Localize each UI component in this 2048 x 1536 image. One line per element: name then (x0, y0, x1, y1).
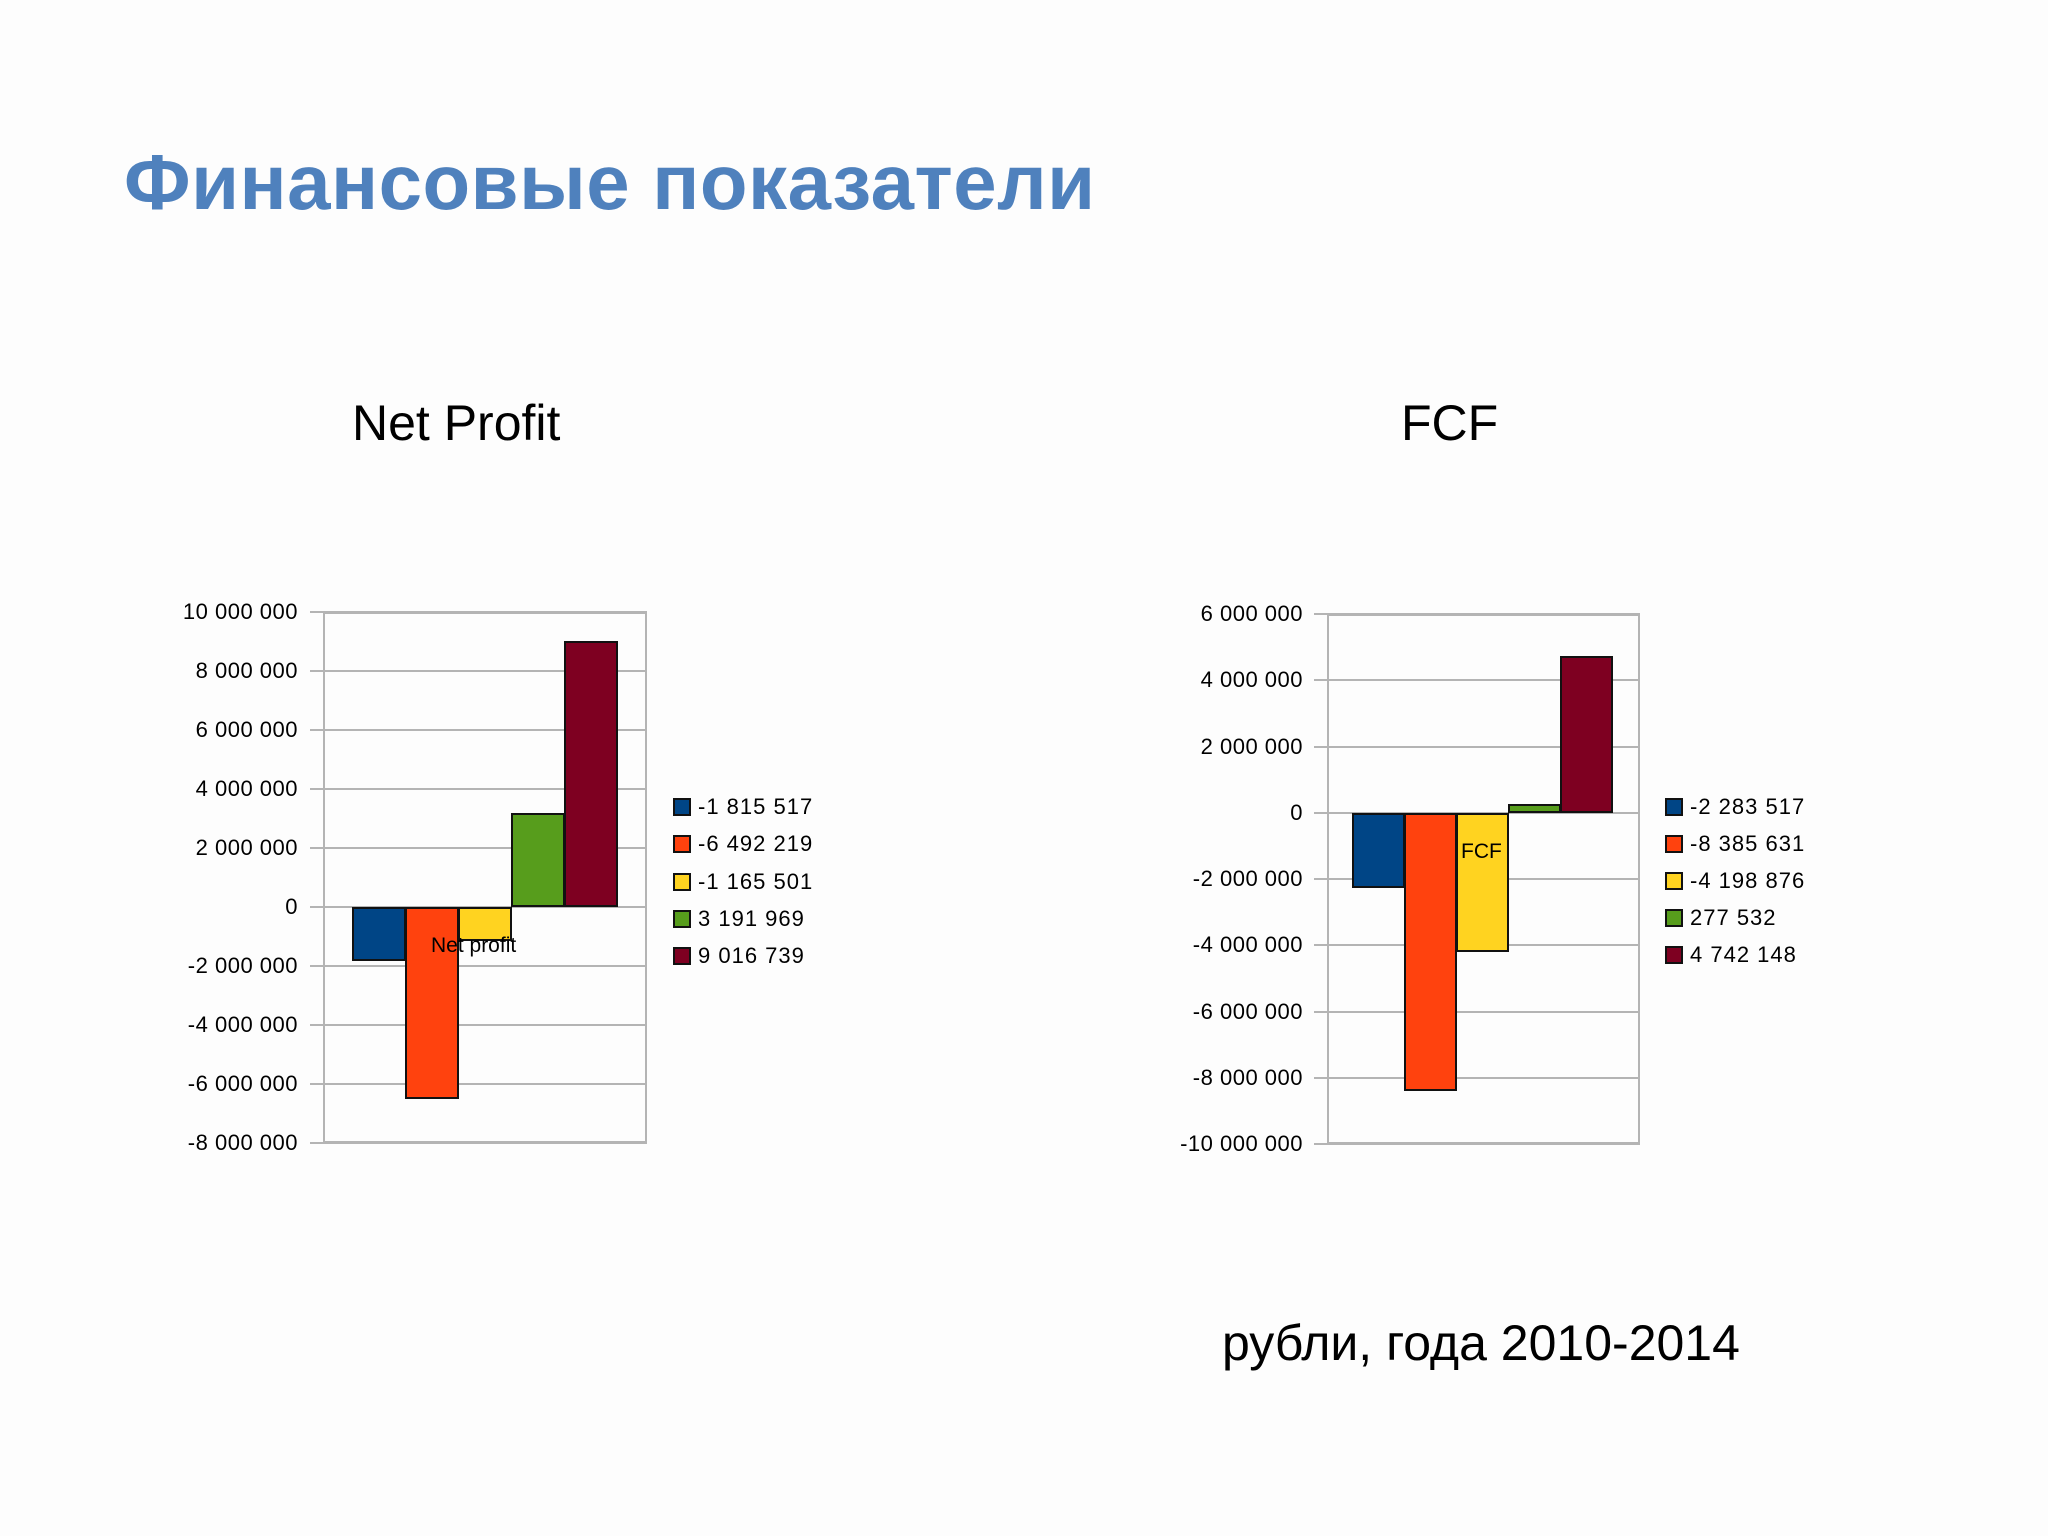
y-tick-label: 2 000 000 (195, 835, 298, 860)
gridline (1314, 745, 1640, 748)
gridline (310, 611, 647, 613)
category-label: Net profit (431, 934, 517, 957)
y-tick-label: -6 000 000 (1192, 998, 1303, 1024)
units-subtitle: рубли, года 2010-2014 (1222, 1315, 1740, 1371)
gridline (310, 1083, 647, 1085)
gridline (310, 847, 647, 849)
legend-item: -6 492 219 (673, 831, 814, 857)
legend-item: 3 191 969 (673, 905, 805, 931)
slide-title: Финансовые показатели (124, 138, 1096, 226)
legend-label: 3 191 969 (698, 905, 805, 931)
legend-swatch (673, 835, 691, 854)
gridline (1314, 613, 1640, 615)
bar-series-2 (1404, 812, 1457, 1091)
legend-swatch (1665, 946, 1683, 964)
bar-series-3 (458, 907, 512, 942)
y-tick-label: -8 000 000 (187, 1130, 298, 1155)
legend-label: -8 385 631 (1690, 831, 1806, 856)
y-tick-label: -2 000 000 (1192, 866, 1303, 891)
legend-item: 4 742 148 (1665, 942, 1797, 967)
legend-swatch (1665, 798, 1683, 816)
y-tick-label: -2 000 000 (187, 953, 298, 978)
y-tick-label: -4 000 000 (187, 1012, 298, 1037)
legend-label: -1 815 517 (698, 794, 814, 819)
bar-series-5 (564, 641, 618, 907)
bar-series-1 (352, 907, 406, 961)
y-tick-label: 6 000 000 (1200, 601, 1303, 626)
bar-series-3 (1456, 812, 1509, 952)
bar-series-2 (405, 907, 459, 1099)
legend-swatch (673, 872, 691, 891)
legend-swatch (1665, 872, 1683, 890)
gridline (310, 788, 647, 790)
y-tick-label: 6 000 000 (195, 717, 298, 742)
y-tick-label: -8 000 000 (1192, 1064, 1303, 1090)
legend-label: -2 283 517 (1690, 794, 1806, 819)
y-tick-label: 4 000 000 (1200, 667, 1303, 693)
legend-item: -4 198 876 (1665, 868, 1806, 893)
y-tick-label: -10 000 000 (1180, 1131, 1303, 1156)
legend-item: -1 815 517 (673, 794, 814, 819)
y-tick-label: -4 000 000 (1192, 932, 1303, 958)
y-tick-label: 8 000 000 (195, 658, 298, 683)
legend-swatch (673, 947, 691, 966)
gridline (310, 729, 647, 731)
gridline (310, 1024, 647, 1026)
legend-item: -8 385 631 (1665, 831, 1806, 856)
legend-swatch (673, 909, 691, 928)
y-tick-label: 2 000 000 (1200, 733, 1303, 759)
legend-label: 277 532 (1690, 905, 1777, 930)
legend-item: 277 532 (1665, 905, 1777, 930)
legend-label: -4 198 876 (1690, 868, 1806, 893)
gridline (1314, 1010, 1640, 1013)
y-tick-label: 10 000 000 (182, 599, 298, 624)
legend-label: 4 742 148 (1690, 942, 1797, 967)
legend-swatch (673, 798, 691, 816)
y-tick-label: -6 000 000 (187, 1071, 298, 1096)
y-tick-label: 0 (1290, 799, 1303, 825)
bar-series-4 (511, 812, 565, 907)
gridline (310, 670, 647, 672)
legend-label: -1 165 501 (698, 868, 814, 894)
bar-series-4 (1508, 803, 1561, 813)
legend-swatch (1665, 835, 1683, 853)
legend-swatch (1665, 909, 1683, 927)
legend-label: -6 492 219 (698, 831, 814, 857)
legend-item: -2 283 517 (1665, 794, 1806, 819)
category-label: FCF (1461, 840, 1502, 863)
bar-series-5 (1560, 655, 1613, 813)
legend-label: 9 016 739 (698, 943, 805, 969)
gridline (310, 1142, 647, 1144)
legend-item: 9 016 739 (673, 943, 805, 969)
y-tick-label: 4 000 000 (195, 776, 298, 801)
bar-series-1 (1352, 812, 1405, 889)
gridline (1314, 1076, 1640, 1079)
legend-item: -1 165 501 (673, 868, 814, 894)
gridline (1314, 679, 1640, 682)
gridline (310, 965, 647, 967)
net-profit-heading: Net Profit (352, 395, 561, 451)
gridline (1314, 1143, 1640, 1145)
fcf-heading: FCF (1401, 395, 1499, 451)
y-tick-label: 0 (285, 894, 298, 919)
